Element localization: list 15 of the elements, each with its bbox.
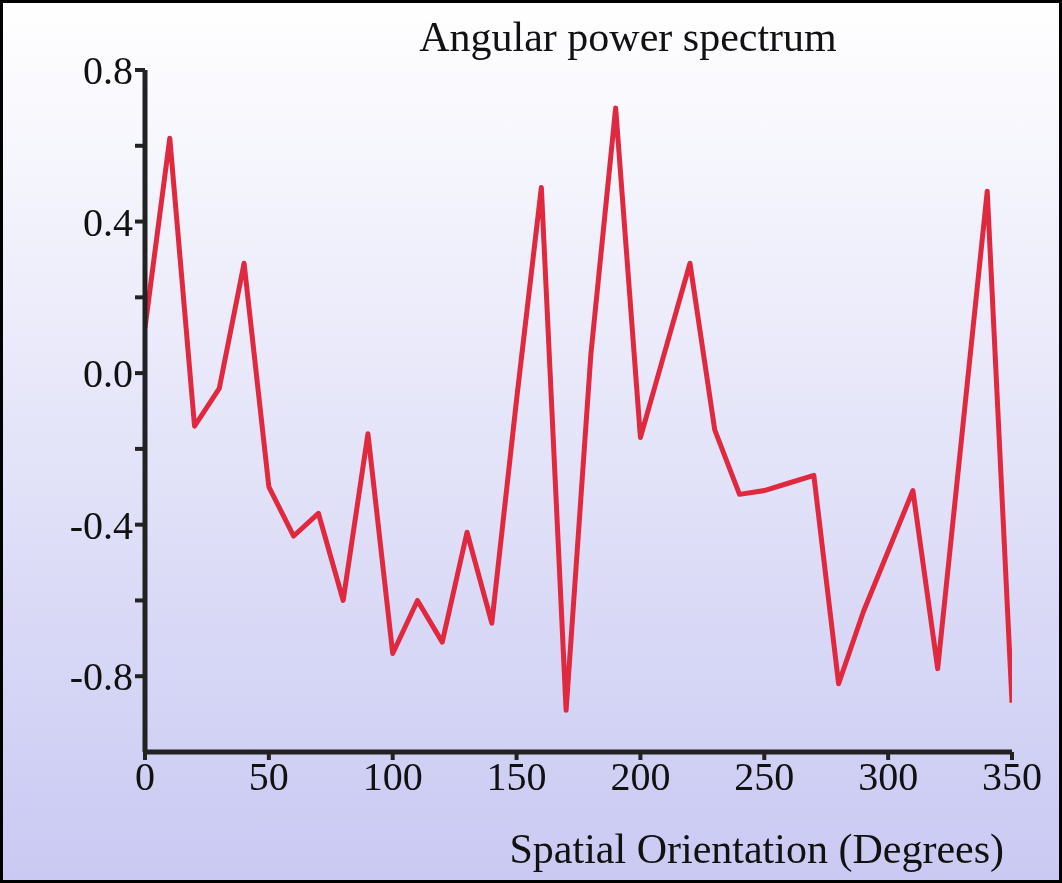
y-tick-label: 0.8: [83, 48, 133, 94]
y-tick-label: 0.4: [83, 199, 133, 245]
x-tick-label: 350: [982, 754, 1042, 800]
y-tick-label: -0.8: [69, 654, 133, 700]
x-tick-label: 100: [362, 754, 423, 800]
y-tick-label: -0.4: [69, 502, 133, 548]
x-tick-label: 250: [734, 754, 795, 800]
x-tick-label: 300: [858, 754, 919, 800]
x-tick-label: 200: [610, 754, 671, 800]
x-axis-title: Spatial Orientation (Degrees): [509, 825, 1004, 873]
x-tick-label: 0: [135, 754, 155, 800]
chart-title: Angular power spectrum: [418, 13, 838, 61]
y-tick-label: 0.0: [83, 351, 133, 397]
x-tick-label: 150: [486, 754, 547, 800]
x-tick-label: 50: [248, 754, 289, 800]
